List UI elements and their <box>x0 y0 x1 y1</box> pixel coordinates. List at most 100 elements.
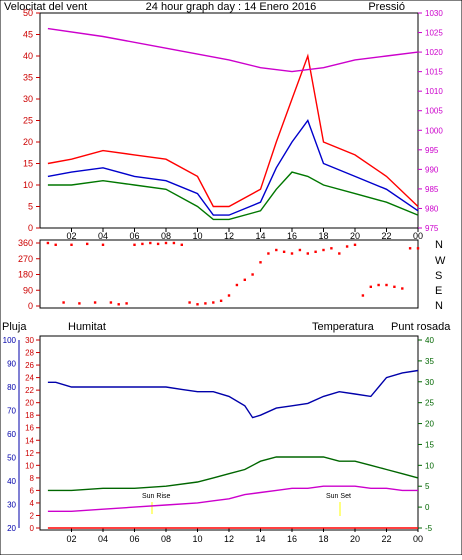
pressure-y-tick-label: 1000 <box>425 126 443 135</box>
climate-x-tick-label: 06 <box>129 534 139 544</box>
pressure-series <box>47 27 419 73</box>
direction-point <box>322 248 325 252</box>
wind-x-tick-label: 16 <box>287 231 297 241</box>
humidity-series <box>47 369 419 419</box>
direction-point <box>86 242 89 246</box>
humidity-label: Humitat <box>68 321 106 333</box>
compass-letter-s: S <box>435 270 442 282</box>
direction-point <box>243 278 246 281</box>
rain-y-tick-label: 30 <box>25 336 34 345</box>
climate-x-tick-label: 00 <box>413 534 423 544</box>
direction-point <box>408 247 412 250</box>
direction-point <box>314 250 317 253</box>
direction-point <box>393 285 396 288</box>
pressure-y-tick-label: 1020 <box>425 48 443 57</box>
direction-y-tick-label: 90 <box>23 285 33 295</box>
wind-gust-series <box>47 171 419 221</box>
wind-y-tick-label: 25 <box>23 116 33 126</box>
direction-point <box>306 252 309 255</box>
humidity-y-tick-label: 40 <box>7 477 16 486</box>
wind-x-tick-label: 14 <box>255 231 265 241</box>
wind-y-tick-label: 30 <box>23 94 33 104</box>
direction-point <box>267 252 270 255</box>
temp-y-tick-label: 10 <box>425 461 434 470</box>
temp-y-tick-label: 25 <box>425 399 434 408</box>
humidity-y-tick-label: 100 <box>3 336 17 345</box>
climate-x-tick-label: 12 <box>224 534 234 544</box>
chart-title: 24 hour graph day : 14 Enero 2016 <box>146 1 317 13</box>
direction-point <box>172 241 176 245</box>
temp-y-tick-label: 15 <box>425 440 434 449</box>
direction-point <box>204 302 207 305</box>
wind-x-tick-label: 08 <box>161 231 171 241</box>
direction-point <box>353 243 357 246</box>
direction-point <box>275 248 278 252</box>
pressure-y-tick-label: 995 <box>425 146 439 155</box>
direction-point <box>70 243 73 246</box>
direction-y-tick-label: 360 <box>18 238 33 248</box>
direction-point <box>196 303 199 306</box>
direction-point <box>46 241 50 245</box>
wind-y-tick-label: 35 <box>23 73 33 83</box>
rain-y-tick-label: 2 <box>30 511 35 520</box>
climate-x-tick-label: 20 <box>350 534 360 544</box>
wind-y-tick-label: 0 <box>28 223 33 233</box>
climate-x-tick-label: 02 <box>66 534 76 544</box>
wind-y-tick-label: 20 <box>23 137 33 147</box>
direction-point <box>180 243 183 246</box>
direction-point <box>117 303 120 306</box>
direction-point <box>188 301 191 304</box>
wind-y-tick-label: 10 <box>23 180 33 190</box>
direction-point <box>251 273 254 276</box>
direction-point <box>361 294 365 297</box>
rain-label: Pluja <box>2 321 27 333</box>
rain-y-tick-label: 0 <box>30 524 35 533</box>
temp-y-tick-label: -5 <box>425 524 433 533</box>
direction-point <box>401 287 404 290</box>
wind-x-tick-label: 06 <box>129 231 139 241</box>
rain-y-tick-label: 14 <box>25 436 34 445</box>
temp-y-tick-label: 40 <box>425 336 434 345</box>
direction-point <box>125 302 128 305</box>
pressure-y-tick-label: 980 <box>425 204 439 213</box>
wind-y-tick-label: 40 <box>23 51 33 61</box>
temp-y-tick-label: 30 <box>425 378 434 387</box>
humidity-y-tick-label: 70 <box>7 407 16 416</box>
sunrise-label: Sun Rise <box>142 493 171 500</box>
humidity-y-tick-label: 80 <box>7 383 16 392</box>
temperature-series <box>47 456 419 492</box>
direction-point <box>345 245 349 248</box>
compass-letter-w: W <box>435 255 446 267</box>
temp-y-tick-label: 5 <box>425 482 430 491</box>
dewpoint-series <box>47 485 418 512</box>
rain-y-tick-label: 4 <box>30 499 35 508</box>
climate-x-tick-label: 10 <box>192 534 202 544</box>
humidity-y-tick-label: 50 <box>7 454 16 463</box>
direction-point <box>330 247 333 250</box>
humidity-y-tick-label: 20 <box>7 524 16 533</box>
climate-x-tick-label: 04 <box>98 534 108 544</box>
wind-x-tick-label: 10 <box>192 231 202 241</box>
direction-point <box>385 283 388 287</box>
pressure-y-tick-label: 990 <box>425 165 439 174</box>
direction-point <box>101 243 105 246</box>
wind-y-tick-label: 15 <box>23 159 33 169</box>
pressure-y-tick-label: 985 <box>425 185 439 194</box>
temperature-label: Temperatura <box>312 321 375 333</box>
temp-y-tick-label: 0 <box>425 503 430 512</box>
direction-y-tick-label: 180 <box>18 270 33 280</box>
direction-point <box>338 252 341 255</box>
pressure-y-tick-label: 1025 <box>425 29 443 38</box>
temp-y-tick-label: 35 <box>425 357 434 366</box>
climate-x-tick-label: 08 <box>161 534 171 544</box>
direction-point <box>78 302 81 305</box>
climate-x-tick-label: 18 <box>318 534 328 544</box>
rain-y-tick-label: 6 <box>30 486 35 495</box>
direction-point <box>212 301 215 304</box>
pressure-y-tick-label: 1030 <box>425 9 443 18</box>
rain-y-tick-label: 12 <box>25 449 34 458</box>
climate-x-tick-label: 16 <box>287 534 297 544</box>
